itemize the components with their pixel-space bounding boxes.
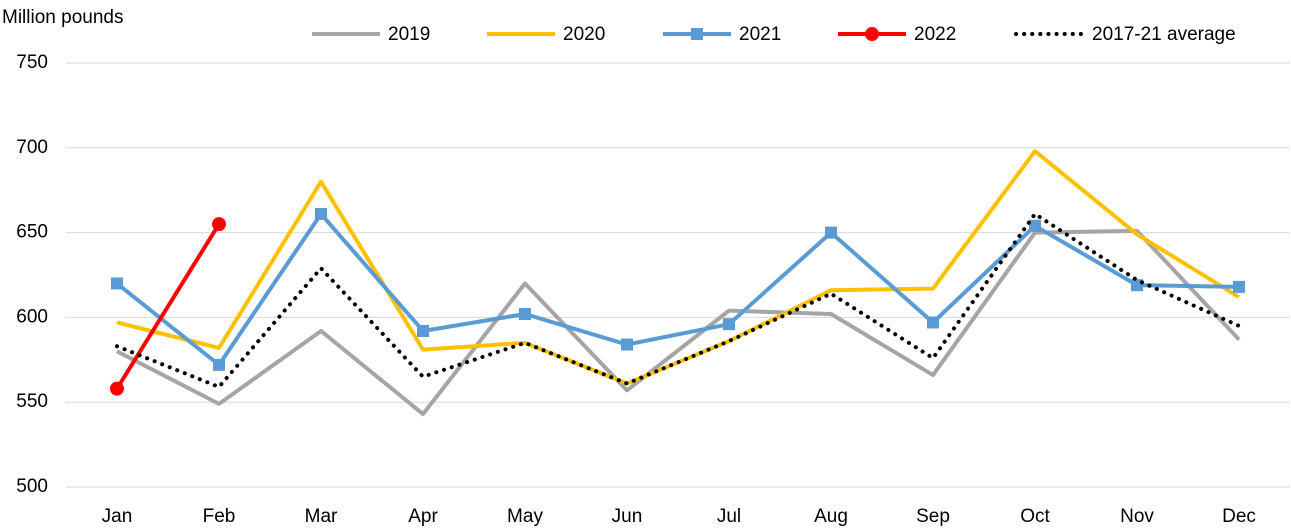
legend-label: 2017-21 average bbox=[1092, 24, 1236, 45]
y-axis-label: Million pounds bbox=[2, 7, 123, 28]
legend-label: 2020 bbox=[563, 24, 605, 45]
x-tick-label: Jul bbox=[717, 506, 741, 527]
x-tick-label: Dec bbox=[1222, 506, 1256, 527]
marker bbox=[927, 316, 939, 329]
y-tick-label: 550 bbox=[16, 391, 48, 412]
line-series bbox=[115, 223, 221, 390]
marker bbox=[110, 381, 124, 396]
x-tick-label: May bbox=[507, 506, 543, 527]
marker bbox=[825, 226, 837, 239]
marker bbox=[417, 324, 429, 337]
marker bbox=[212, 217, 226, 232]
x-tick-label: Sep bbox=[916, 506, 950, 527]
line-series bbox=[116, 228, 1241, 417]
marker bbox=[315, 207, 327, 220]
y-tick-label: 600 bbox=[16, 306, 48, 327]
marker bbox=[865, 27, 879, 41]
y-tick-label: 700 bbox=[16, 137, 48, 158]
x-tick-label: Nov bbox=[1120, 506, 1154, 527]
legend-label: 2022 bbox=[914, 24, 956, 45]
legend-label: 2021 bbox=[739, 24, 781, 45]
x-tick-label: Feb bbox=[203, 506, 236, 527]
marker bbox=[621, 338, 633, 351]
legend-label: 2019 bbox=[388, 24, 430, 45]
marker bbox=[1029, 219, 1041, 232]
x-tick-label: Jan bbox=[102, 506, 133, 527]
y-tick-label: 500 bbox=[16, 476, 48, 497]
y-tick-label: 750 bbox=[16, 52, 48, 73]
line-series bbox=[115, 211, 1241, 389]
x-tick-label: Jun bbox=[612, 506, 643, 527]
marker bbox=[691, 28, 703, 40]
marker bbox=[723, 318, 735, 331]
marker bbox=[1233, 280, 1245, 293]
x-tick-label: Oct bbox=[1020, 506, 1050, 527]
x-tick-label: Apr bbox=[408, 506, 438, 527]
marker bbox=[111, 277, 123, 290]
x-tick-label: Mar bbox=[305, 506, 338, 527]
marker bbox=[519, 308, 531, 321]
marker bbox=[213, 358, 225, 371]
x-tick-label: Aug bbox=[814, 506, 848, 527]
y-tick-label: 650 bbox=[16, 222, 48, 243]
line-series bbox=[115, 211, 1240, 367]
